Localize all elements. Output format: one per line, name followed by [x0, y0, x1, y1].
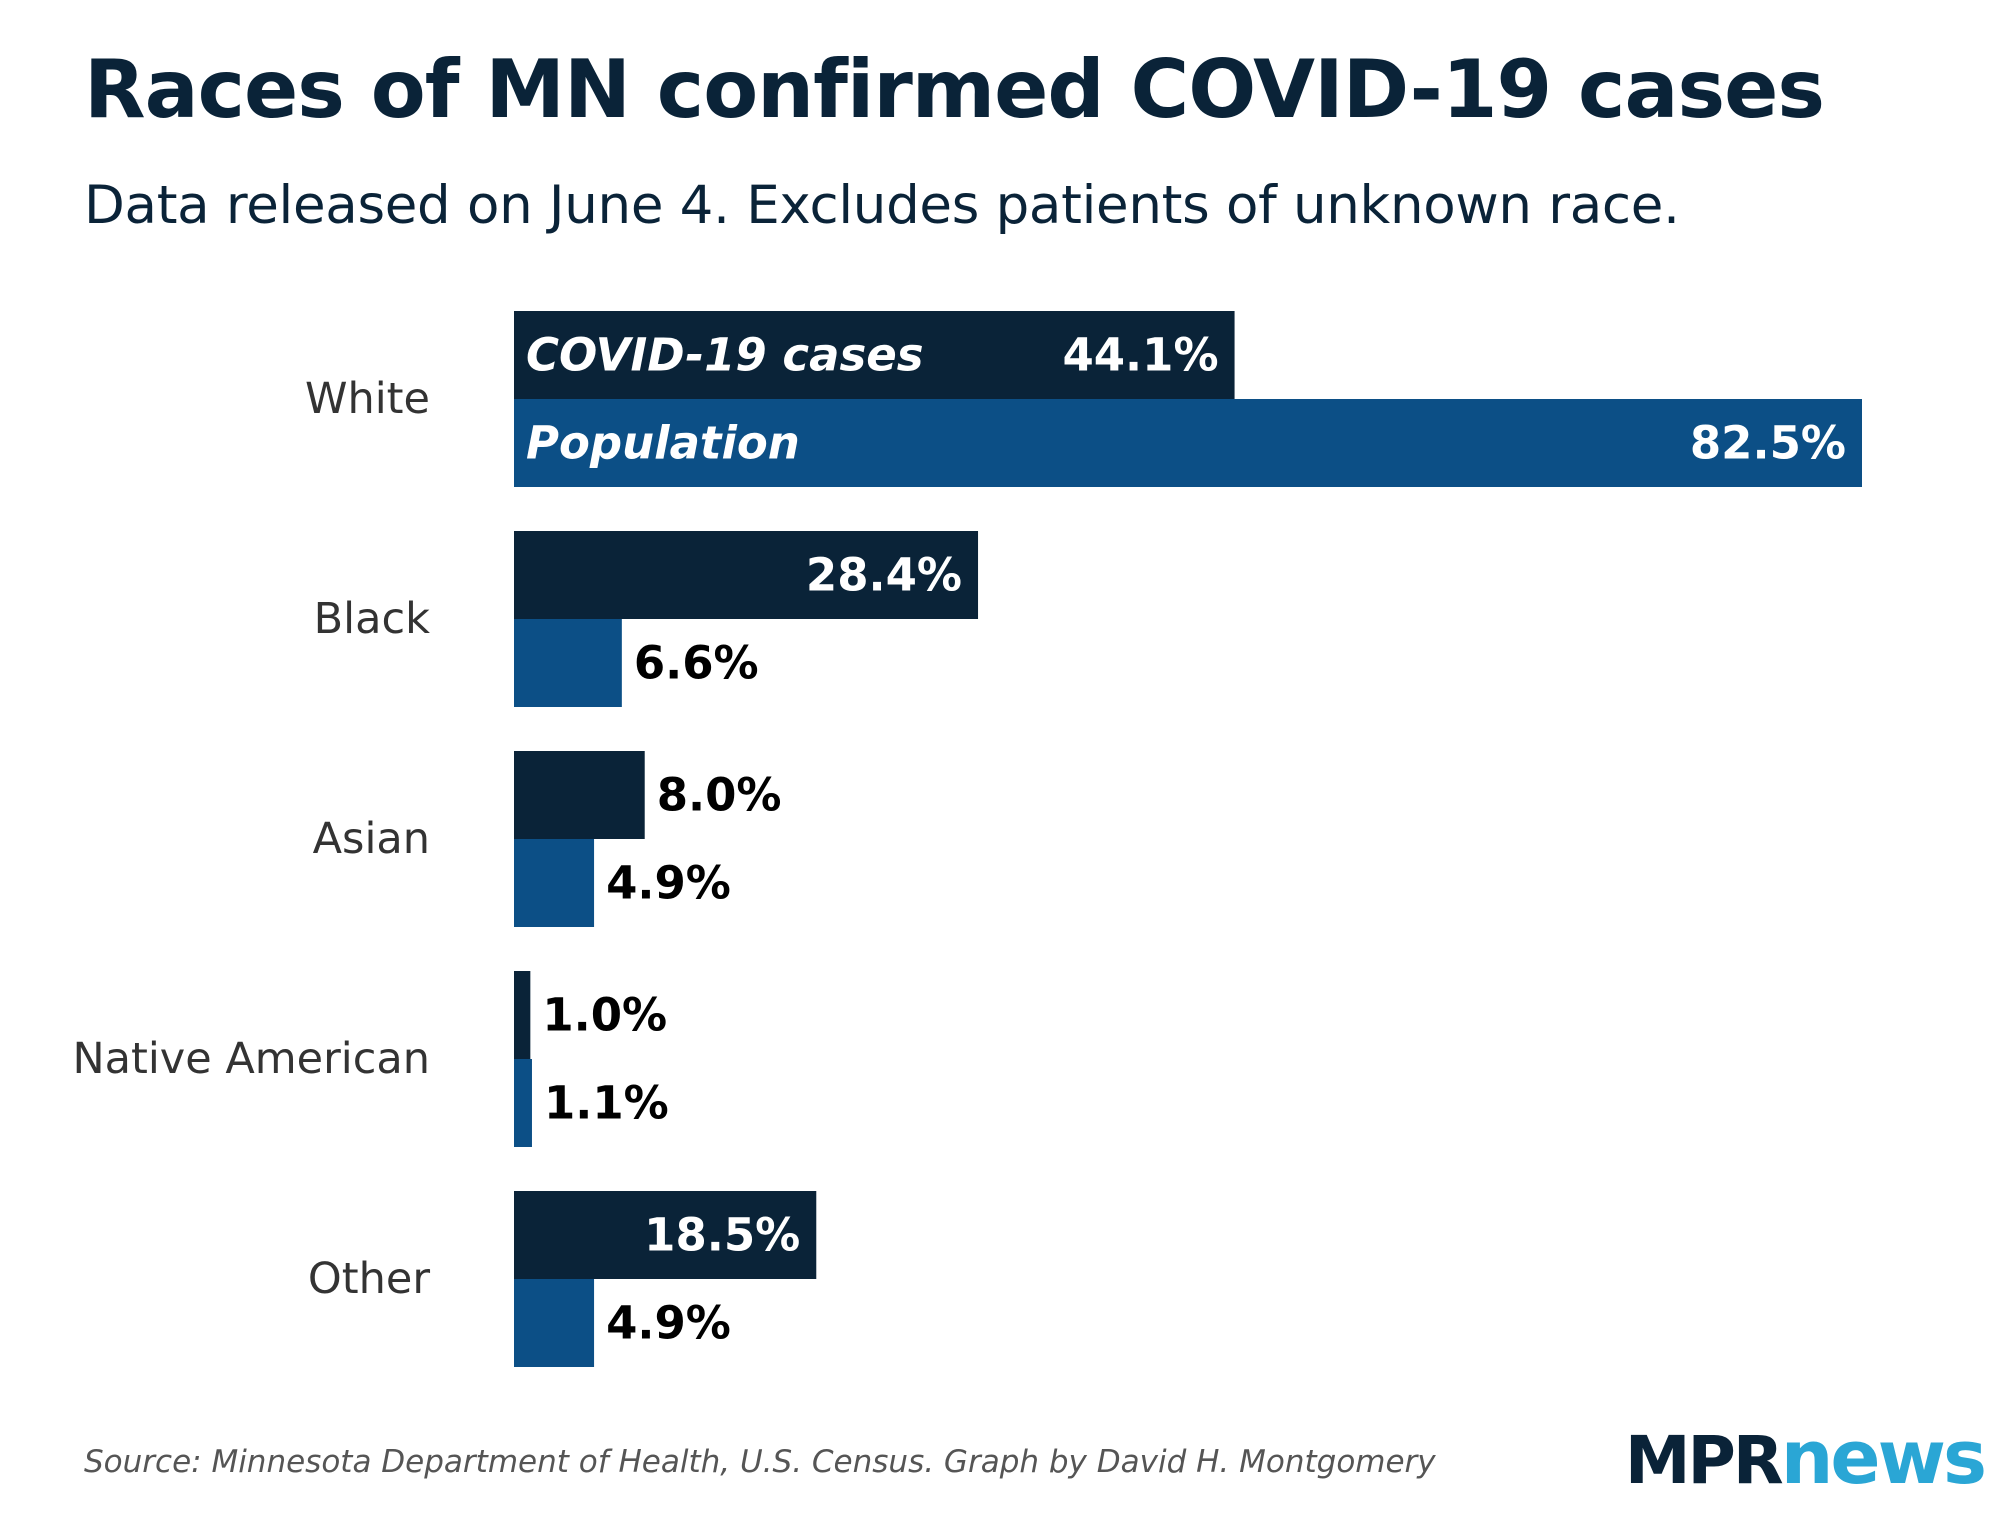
- bar-black-population: [514, 619, 622, 707]
- bar-other-covid-19-cases: [514, 1191, 817, 1279]
- mpr-news-logo: MPRnews: [1624, 1415, 1987, 1518]
- bar-native-american-population: [514, 1059, 532, 1147]
- bar-asian-population: [514, 839, 595, 927]
- value-label-other-covid-19-cases: 18.5%: [644, 1209, 800, 1262]
- category-label-asian: Asian: [313, 814, 430, 864]
- category-label-white: White: [305, 374, 430, 424]
- logo-mpr-text: MPR: [1624, 1422, 1784, 1499]
- bar-black-covid-19-cases: [514, 531, 979, 619]
- chart-title: Races of MN confirmed COVID-19 cases: [84, 43, 1825, 136]
- value-label-native-american-covid-19-cases: 1.0%: [542, 989, 667, 1042]
- value-label-asian-population: 4.9%: [606, 857, 731, 910]
- bar-native-american-covid-19-cases: [514, 971, 531, 1059]
- value-label-asian-covid-19-cases: 8.0%: [657, 769, 782, 822]
- logo-news-text: news: [1780, 1415, 1987, 1501]
- bar-white-covid-19-cases: [514, 311, 1235, 399]
- bar-chart: White 44.1% COVID-19 cases 82.5% Population B…: [72, 311, 1862, 1367]
- chart-subtitle: Data released on June 4. Excludes patien…: [84, 175, 1680, 236]
- bar-asian-covid-19-cases: [514, 751, 645, 839]
- value-label-black-population: 6.6%: [634, 637, 759, 690]
- value-label-white-covid-19-cases: 44.1%: [1062, 329, 1218, 382]
- value-label-native-american-population: 1.1%: [544, 1077, 669, 1130]
- value-label-other-population: 4.9%: [606, 1297, 731, 1350]
- category-label-black: Black: [314, 594, 430, 644]
- bar-white-population: [514, 399, 1862, 487]
- source-note: Source: Minnesota Department of Health, …: [84, 1444, 1436, 1480]
- value-label-black-covid-19-cases: 28.4%: [806, 549, 962, 602]
- category-label-native-american: Native American: [72, 1034, 430, 1084]
- legend-label-covid-19-cases: COVID-19 cases: [526, 329, 924, 382]
- bar-other-population: [514, 1279, 595, 1367]
- value-label-white-population: 82.5%: [1690, 417, 1846, 470]
- category-label-other: Other: [308, 1254, 430, 1304]
- legend-label-population: Population: [526, 417, 800, 470]
